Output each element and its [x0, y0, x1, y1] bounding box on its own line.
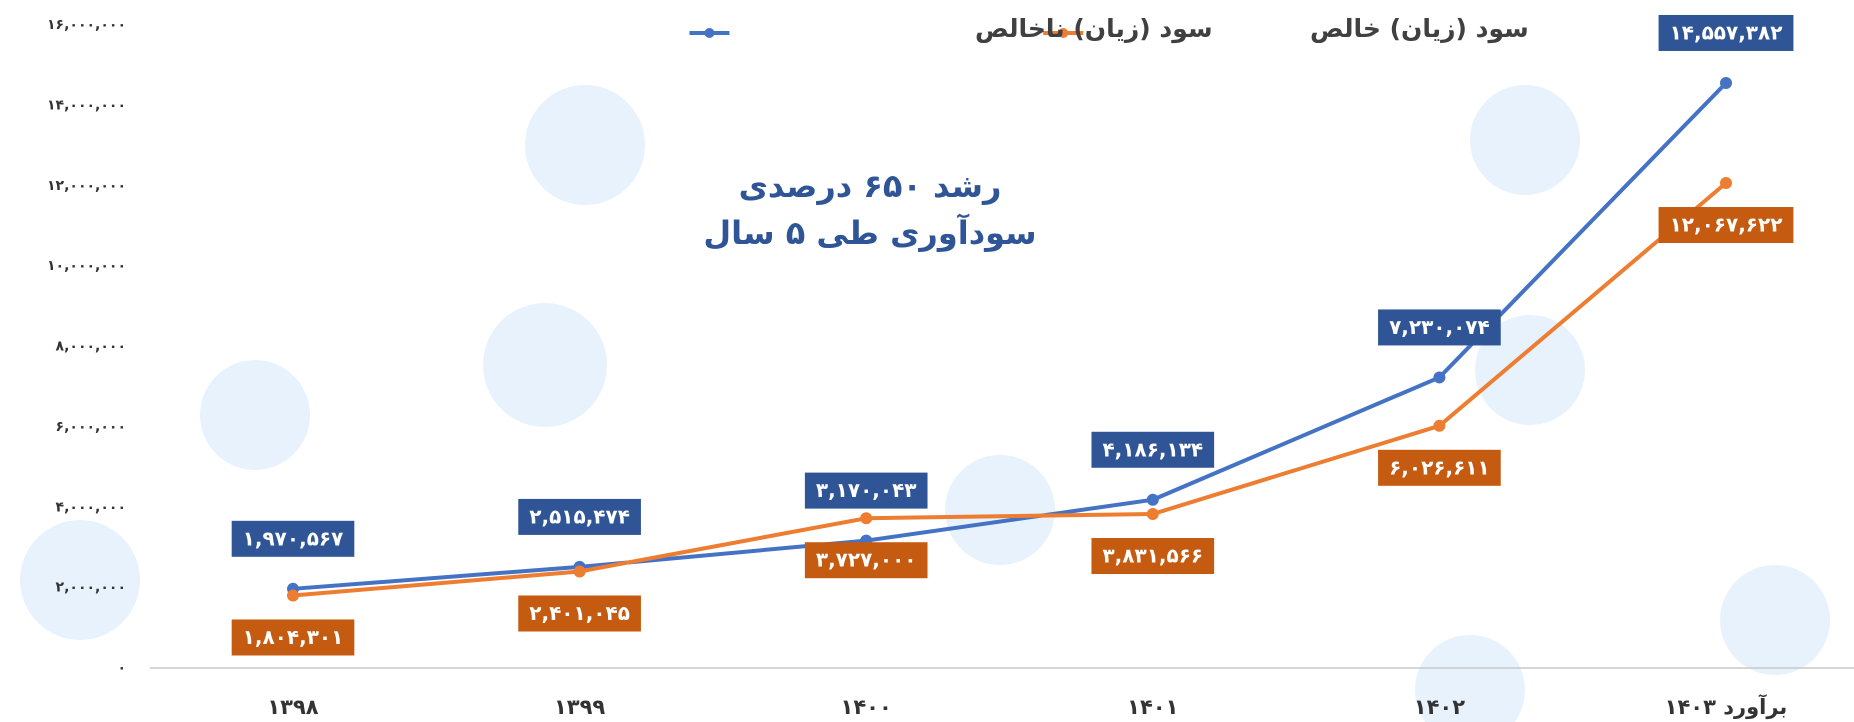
legend-label: سود (زیان) خالص	[1310, 14, 1529, 44]
y-tick-label: ۱۴,۰۰۰,۰۰۰	[47, 97, 126, 113]
annotation: رشد ۶۵۰ درصدی	[739, 167, 1002, 205]
data-label: ۲,۵۱۵,۴۷۴	[529, 504, 630, 528]
series-line	[292, 181, 1728, 598]
data-label: ۴,۱۸۶,۱۳۴	[1102, 437, 1203, 461]
data-label-box	[804, 542, 928, 579]
data-label-box	[1658, 14, 1794, 51]
data-point	[287, 589, 299, 602]
y-tick-label: ۲,۰۰۰,۰۰۰	[56, 580, 126, 596]
y-tick-label: ۱۰,۰۰۰,۰۰۰	[47, 258, 126, 274]
data-label-box	[1658, 207, 1794, 244]
data-label-box	[1091, 538, 1215, 575]
x-tick-label: ۱۳۹۸	[267, 695, 318, 719]
data-label-box	[1091, 431, 1215, 468]
data-point	[1146, 493, 1159, 506]
x-tick-label: ۱۴۰۲	[1414, 695, 1465, 719]
y-tick-label: ۱۶,۰۰۰,۰۰۰	[47, 17, 126, 33]
data-label: ۷,۲۳۰,۰۷۴	[1389, 315, 1490, 339]
data-label: ۱,۸۰۴,۳۰۱	[243, 625, 344, 649]
x-tick-label: ۱۴۰۰	[841, 695, 892, 719]
data-label-box	[1378, 309, 1501, 346]
y-tick-label: ۴,۰۰۰,۰۰۰	[56, 499, 126, 515]
data-point	[573, 565, 586, 578]
x-tick-label: ۱۴۰۱	[1127, 695, 1178, 719]
data-point	[1146, 508, 1159, 521]
data-label-box	[804, 472, 928, 509]
legend-label: سود (زیان) ناخالص	[975, 14, 1213, 44]
data-label: ۳,۱۷۰,۰۴۳	[816, 478, 917, 502]
annotation: سودآوری طی ۵ سال	[703, 213, 1036, 252]
data-point	[1720, 76, 1732, 89]
data-label-box	[518, 595, 641, 632]
data-label: ۳,۷۲۷,۰۰۰	[816, 548, 917, 572]
data-label: ۶,۰۲۶,۶۱۱	[1389, 455, 1490, 479]
data-point	[860, 512, 873, 525]
data-point	[1720, 177, 1732, 190]
legend-marker	[1058, 28, 1069, 38]
data-label: ۱,۹۷۰,۵۶۷	[243, 526, 344, 550]
data-point	[1433, 419, 1446, 432]
data-label-box	[518, 498, 641, 535]
data-label: ۲,۴۰۱,۰۴۵	[529, 601, 630, 625]
background-icons	[20, 85, 1830, 722]
y-tick-label: ۰	[117, 660, 126, 676]
data-label-box	[231, 520, 355, 557]
data-label-box	[231, 619, 355, 656]
data-label-box	[1378, 449, 1501, 486]
data-label: ۱۴,۵۵۷,۳۸۲	[1670, 20, 1783, 44]
x-tick-label: برآورد ۱۴۰۳	[1665, 694, 1788, 719]
data-point	[1433, 371, 1446, 384]
data-label: ۱۲,۰۶۷,۶۲۲	[1670, 213, 1783, 237]
x-tick-label: ۱۳۹۹	[554, 695, 605, 719]
data-label: ۳,۸۳۱,۵۶۶	[1102, 544, 1203, 568]
y-tick-label: ۱۲,۰۰۰,۰۰۰	[47, 178, 126, 194]
y-tick-label: ۶,۰۰۰,۰۰۰	[56, 419, 126, 435]
legend-marker	[704, 28, 715, 38]
y-tick-label: ۸,۰۰۰,۰۰۰	[56, 339, 126, 355]
